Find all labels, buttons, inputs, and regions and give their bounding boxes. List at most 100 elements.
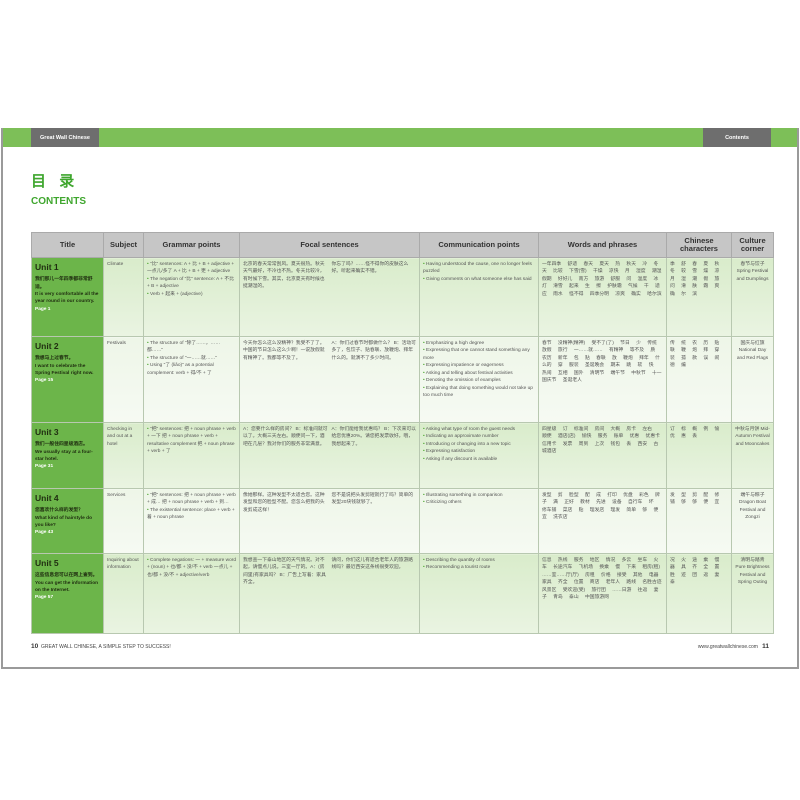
unit-title-cell: Unit 2 我想马上过春节。 I want to celebrate the …	[31, 336, 104, 423]
page-title-english: CONTENTS	[31, 196, 86, 207]
table-row: Unit 5 这些信息您可以在网上查到。 You can get the inf…	[31, 553, 774, 634]
list-item: Having understood the cause, one no long…	[423, 261, 535, 276]
words-cell: 发型 剪 脸型 配 成 打印 优盘 彩色 牌子 满 正好 教材 先进 设备 自行…	[538, 488, 667, 554]
list-item: Complete negations: 一 + measure word + (…	[147, 557, 236, 579]
list-item: Using "了 (liǎo)" as a potential compleme…	[147, 362, 236, 377]
list-item: Indicating an approximate number	[423, 433, 535, 440]
table-row: Unit 1 我们那儿一年四季都非常舒适。 It is very comfort…	[31, 257, 774, 337]
list-item: The structure of "一……就……"	[147, 355, 236, 362]
column-header: Chinese characters	[666, 232, 732, 258]
culture-cell: 春节与饺子 Spring Festival and Dumplings	[731, 257, 774, 337]
focal-sentences-a: 北京的春天常常刮风。夏天很热。秋天天气最好，不冷也不热。冬天比较冷，有时候下雪。…	[243, 262, 325, 290]
culture-cell: 中秋与月饼 Mid-Autumn Festival and Mooncakes	[731, 422, 774, 489]
subject-cell: Climate	[103, 257, 144, 337]
focal-sentences-b: A：你们能给我优惠吗？ B：下次来可以给您优惠20%。请您把发票收好。哦，我想起…	[331, 427, 416, 447]
unit-page-link[interactable]: Page 43	[35, 530, 54, 536]
table-row: Unit 2 我想马上过春节。 I want to celebrate the …	[31, 336, 774, 423]
column-header: Grammar points	[143, 232, 240, 258]
list-item: Expressing impatience or eagerness	[423, 362, 535, 369]
header-bar	[3, 128, 797, 147]
unit-title-chinese: 我想马上过春节。	[35, 356, 74, 362]
focal-sentences-b: A：你们过春节时都做什么？ B：活动可多了，包饺子、贴春联、放鞭炮、拜年什么的。…	[331, 341, 416, 361]
table-header-row: Title Subject Grammar points Focal sente…	[31, 232, 774, 258]
list-item: Denoting the omission of examples	[423, 377, 535, 384]
focal-sentences-b: 请问，你们这儿有适合老年人的旅游路线吗？最近西安这条线很受欢迎。	[331, 558, 414, 571]
unit-label: Unit 2	[35, 341, 59, 351]
list-item: Emphasizing a high degree	[423, 340, 535, 347]
communication-cell: Illustrating something in comparisonCrit…	[419, 488, 539, 554]
unit-title-chinese: 您喜欢什么样的发型？	[35, 508, 83, 514]
characters-cell: 订 标 概 例 愉 优 惠 丢	[666, 422, 732, 489]
grammar-cell: "把" sentences: 把 + noun phrase + verb + …	[143, 488, 240, 554]
characters-cell: 季 舒 春 夏 秋 冬 较 雪 燥 凉 月 湿 潮 假 旅 问 滑 肤 霜 爽 …	[666, 257, 732, 337]
communication-cell: Asking what type of room the guest needs…	[419, 422, 539, 489]
words-cell: 信息 热线 服务 地区 情况 多云 坐车 火车 长途汽车 飞机场 换乘 慢 下来…	[538, 553, 667, 634]
list-item: "把" sentences: 把 + noun phrase + verb + …	[147, 492, 236, 507]
focal-sentences-a: A：您要什么样的房间？ B：标准间就可以了。大概三天左右。顺便问一下，酒吧在几层…	[243, 427, 328, 447]
unit-page-link[interactable]: Page 15	[35, 378, 54, 384]
grammar-cell: "比" sentences: A + 比 + B + adjective + 一…	[143, 257, 240, 337]
column-header: Communication points	[419, 232, 539, 258]
subject-cell: Services	[103, 488, 144, 554]
column-header: Subject	[103, 232, 144, 258]
subject-cell: Inquiring about information	[103, 553, 144, 634]
focal-cell: 我想查一下泰山地区的天气情况。对不起，请慢点儿说。三室一厅的。A：(房间里)有家…	[239, 553, 420, 634]
focal-cell: 今天你怎么这么没精神？我受不了了。中国的节日怎么这么少啊！一说放假就有精神了。我…	[239, 336, 420, 423]
focal-sentences-a: 今天你怎么这么没精神？我受不了了。中国的节日怎么这么少啊！一说放假就有精神了。我…	[243, 341, 325, 361]
page-number-right: 11	[762, 643, 769, 650]
unit-title-english: What kind of hairstyle do you like?	[35, 515, 93, 529]
book-spread: Great Wall Chinese Contents 目 录 CONTENTS…	[1, 128, 799, 669]
words-cell: 春节 没精神(精神) 受不了(了) 节日 少 传统 放假 旅行 一……就…… 有…	[538, 336, 667, 423]
column-header: Culture corner	[731, 232, 774, 258]
unit-title-english: I want to celebrate the Spring Festival …	[35, 363, 94, 377]
focal-cell: A：您要什么样的房间？ B：标准间就可以了。大概三天左右。顺便问一下，酒吧在几层…	[239, 422, 420, 489]
unit-page-link[interactable]: Page 1	[35, 306, 51, 312]
communication-cell: Describing the quantity of roomsRecommen…	[419, 553, 539, 634]
list-item: Verb + 起来 + (adjective)	[147, 291, 236, 298]
subject-cell: Festivals	[103, 336, 144, 423]
unit-title-chinese: 这些信息您可以在网上查到。	[35, 573, 98, 579]
unit-label: Unit 3	[35, 427, 59, 437]
unit-title-cell: Unit 5 这些信息您可以在网上查到。 You can get the inf…	[31, 553, 104, 634]
list-item: "把" sentences: 把 + noun phrase + verb + …	[147, 426, 236, 456]
list-item: Describing the quantity of rooms	[423, 557, 535, 564]
footer-slogan: GREAT WALL CHINESE, A SIMPLE STEP TO SUC…	[41, 644, 171, 650]
header-tab-left: Great Wall Chinese	[31, 128, 99, 147]
list-item: Asking and telling about festival activi…	[423, 370, 535, 377]
unit-title-cell: Unit 3 我们一般住四星级酒店。 We usually stay at a …	[31, 422, 104, 489]
unit-page-link[interactable]: Page 31	[35, 464, 54, 470]
list-item: Expressing that one cannot stand somethi…	[423, 347, 535, 362]
unit-title-chinese: 我们那儿一年四季都非常舒适。	[35, 277, 93, 290]
unit-page-link[interactable]: Page 57	[35, 595, 54, 601]
focal-sentences-b: 你忘了吗？……怪不得你的皮肤这么好。听起来确实不错。	[331, 262, 409, 275]
unit-title-cell: Unit 1 我们那儿一年四季都非常舒适。 It is very comfort…	[31, 257, 104, 337]
words-cell: 一年四季 舒适 春天 夏天 热 秋天 冷 冬天 比较 下雪(雪) 干燥 凉快 月…	[538, 257, 667, 337]
focal-sentences-a: 我想查一下泰山地区的天气情况。对不起，请慢点儿说。三室一厅的。A：(房间里)有家…	[243, 558, 326, 586]
page-title-chinese: 目 录	[31, 172, 79, 190]
list-item: Expressing satisfaction	[423, 448, 535, 455]
header-tab-right: Contents	[703, 128, 771, 147]
words-cell: 四星级 订 标准间 房间 大概 房卡 左右 顺便 酒店(店) 愉快 服务 账单 …	[538, 422, 667, 489]
list-item: Illustrating something in comparison	[423, 492, 535, 499]
communication-cell: Emphasizing a high degreeExpressing that…	[419, 336, 539, 423]
communication-cell: Having understood the cause, one no long…	[419, 257, 539, 337]
page-number-left: 10	[31, 643, 39, 650]
column-header: Focal sentences	[239, 232, 420, 258]
culture-cell: 清明与踏青 Pure Brightness Festival and Sprin…	[731, 553, 774, 634]
table-row: Unit 3 我们一般住四星级酒店。 We usually stay at a …	[31, 422, 774, 489]
subject-cell: Checking in and out at a hotel	[103, 422, 144, 489]
list-item: The existential sentence: place + verb +…	[147, 507, 236, 522]
list-item: Asking if any discount is available	[423, 456, 535, 463]
list-item: Recommending a tourist route	[423, 564, 535, 571]
list-item: The negation of "比" sentence: A + 不比 + B…	[147, 276, 236, 291]
table-row: Unit 4 您喜欢什么样的发型？ What kind of hairstyle…	[31, 488, 774, 554]
unit-title-cell: Unit 4 您喜欢什么样的发型？ What kind of hairstyle…	[31, 488, 104, 554]
column-header: Title	[31, 232, 104, 258]
list-item: Introducing or changing into a new topic	[423, 441, 535, 448]
grammar-cell: Complete negations: 一 + measure word + (…	[143, 553, 240, 634]
footer-left: 10 GREAT WALL CHINESE, A SIMPLE STEP TO …	[31, 643, 171, 650]
focal-sentences-a: 像她那样。这种发型不太适合您。这种发型和您的脸型不配。您怎么把我的头发剪成这样！	[243, 493, 325, 513]
focal-sentences-b: 您不是说把头发剪短就行了吗？简单的发型20块钱就够了。	[331, 493, 414, 506]
unit-label: Unit 5	[35, 558, 59, 568]
unit-title-english: You can get the information on the Inter…	[35, 580, 99, 594]
